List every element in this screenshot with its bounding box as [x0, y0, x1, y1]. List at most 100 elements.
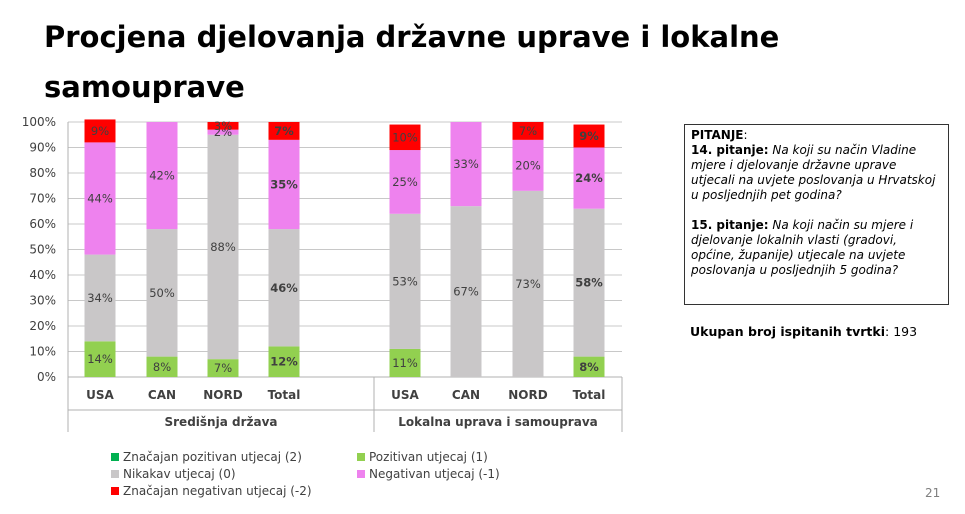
data-label: 34%: [87, 291, 113, 305]
question-heading: PITANJE: [691, 128, 744, 142]
legend-swatch: [111, 453, 119, 461]
x-tick-label: Total: [573, 388, 606, 402]
data-label: 88%: [210, 240, 236, 254]
page-number: 21: [925, 486, 941, 500]
legend-item: Značajan negativan utjecaj (-2): [111, 484, 312, 498]
data-label: 9%: [91, 124, 109, 138]
legend-label: Značajan negativan utjecaj (-2): [123, 484, 312, 498]
bar-segment: [268, 346, 300, 377]
y-tick-label: 90%: [29, 141, 56, 155]
y-tick-label: 0%: [37, 370, 56, 384]
y-tick-label: 30%: [29, 294, 56, 308]
y-tick-label: 50%: [29, 243, 56, 257]
y-tick-label: 20%: [29, 319, 56, 333]
legend-label: Pozitivan utjecaj (1): [369, 450, 488, 464]
data-label: 3%: [214, 119, 232, 133]
bar-segment: [389, 348, 421, 377]
total-respondents-label: Ukupan broj ispitanih tvrtki: [690, 324, 885, 339]
x-tick-label: CAN: [148, 388, 176, 402]
legend-swatch: [111, 487, 119, 495]
bar-segment: [450, 206, 482, 377]
data-label: 7%: [519, 124, 537, 138]
bar-segment: [146, 229, 178, 357]
bar-segment: [268, 229, 300, 347]
data-label: 50%: [149, 286, 175, 300]
bar-segment: [84, 341, 116, 377]
bar-segment: [146, 356, 178, 377]
legend-item: Pozitivan utjecaj (1): [357, 450, 488, 464]
y-tick-label: 60%: [29, 217, 56, 231]
question-15-text: Na koji način su mjere i djelovanje loka…: [691, 218, 914, 277]
data-label: 42%: [149, 169, 175, 183]
legend-swatch: [357, 470, 365, 478]
data-label: 58%: [575, 276, 603, 290]
y-tick-label: 40%: [29, 268, 56, 282]
legend-swatch: [357, 453, 365, 461]
data-label: 24%: [575, 171, 603, 185]
bar-segment: [573, 208, 605, 357]
bar-segment: [573, 356, 605, 377]
question-14-text: Na koji su način Vladine mjere i djelova…: [691, 143, 936, 202]
data-label: 25%: [392, 175, 418, 189]
legend-label: Negativan utjecaj (-1): [369, 467, 500, 481]
question-15-label: 15. pitanje:: [691, 218, 769, 232]
question-14-label: 14. pitanje:: [691, 143, 769, 157]
x-tick-label: USA: [391, 388, 419, 402]
x-tick-label: NORD: [203, 388, 242, 402]
question-heading-colon: :: [743, 128, 748, 142]
bar-segment: [573, 147, 605, 209]
bar-segment: [389, 213, 421, 349]
bar-segment: [146, 122, 178, 230]
data-label: 73%: [515, 277, 541, 291]
bar-segment: [207, 359, 239, 377]
bar-segment: [389, 150, 421, 214]
data-label: 7%: [214, 361, 232, 375]
data-label: 67%: [453, 285, 479, 299]
x-tick-label: CAN: [452, 388, 480, 402]
data-label: 7%: [274, 124, 294, 138]
y-tick-label: 10%: [29, 345, 56, 359]
data-label: 35%: [270, 177, 298, 191]
data-label: 20%: [515, 158, 541, 172]
total-respondents: Ukupan broj ispitanih tvrtki: 193: [690, 324, 917, 339]
x-tick-label: Total: [268, 388, 301, 402]
data-label: 33%: [453, 157, 479, 171]
bar-segment: [512, 139, 544, 191]
legend-label: Nikakav utjecaj (0): [123, 467, 236, 481]
bar-segment: [207, 134, 239, 360]
data-label: 12%: [270, 355, 298, 369]
legend-label: Značajan pozitivan utjecaj (2): [123, 450, 302, 464]
data-label: 10%: [392, 130, 418, 144]
legend-item: Negativan utjecaj (-1): [357, 467, 500, 481]
x-group-label: Lokalna uprava i samouprava: [398, 415, 598, 429]
bar-segment: [268, 122, 300, 140]
bar-segment: [512, 190, 544, 377]
bar-segment: [450, 122, 482, 207]
data-label: 46%: [270, 281, 298, 295]
bar-segment: [84, 119, 116, 143]
x-tick-label: USA: [86, 388, 114, 402]
data-label: 9%: [579, 129, 599, 143]
y-tick-label: 80%: [29, 166, 56, 180]
bar-segment: [207, 129, 239, 135]
page-title: Procjena djelovanja državne uprave i lok…: [44, 20, 780, 104]
bar-segment: [512, 122, 544, 140]
bar-segment: [389, 124, 421, 151]
bar-segment: [573, 124, 605, 148]
y-tick-label: 100%: [22, 115, 56, 129]
total-respondents-sep: :: [885, 324, 890, 339]
bar-segment: [84, 142, 116, 255]
bar-segment: [268, 139, 300, 230]
question-box: PITANJE: 14. pitanje: Na koji su način V…: [684, 124, 949, 305]
data-label: 11%: [392, 356, 418, 370]
total-respondents-value: 193: [893, 324, 918, 339]
legend-item: Nikakav utjecaj (0): [111, 467, 236, 481]
data-label: 53%: [392, 274, 418, 288]
legend-swatch: [111, 470, 119, 478]
y-tick-label: 70%: [29, 192, 56, 206]
data-label: 8%: [153, 360, 171, 374]
data-label: 14%: [87, 352, 113, 366]
x-tick-label: NORD: [508, 388, 547, 402]
data-label: 8%: [579, 360, 599, 374]
